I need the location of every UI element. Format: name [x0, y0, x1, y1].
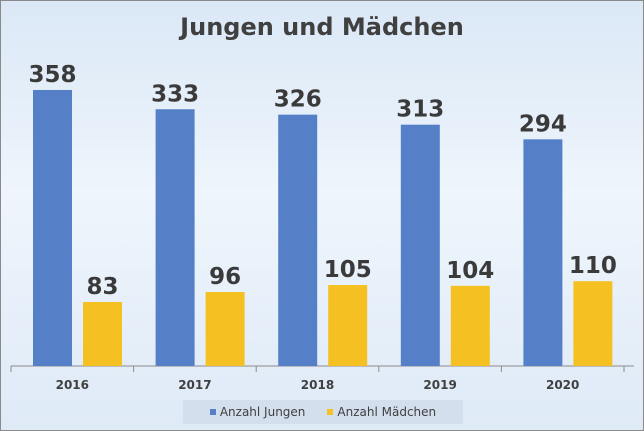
data-label-maedchen-2020: 110 [569, 253, 617, 279]
bar-jungen-2019 [400, 124, 440, 366]
legend-label-jungen: Anzahl Jungen [219, 405, 306, 419]
x-tick-label-2020: 2020 [546, 378, 579, 392]
data-label-jungen-2020: 294 [519, 111, 567, 137]
data-label-jungen-2017: 333 [151, 81, 199, 107]
legend: Anzahl Jungen Anzahl Mädchen [183, 400, 463, 424]
data-label-maedchen-2016: 83 [86, 274, 118, 300]
legend-swatch-jungen [209, 409, 216, 415]
data-label-jungen-2016: 358 [28, 62, 76, 88]
legend-item-jungen: Anzahl Jungen [209, 405, 306, 419]
legend-label-maedchen: Anzahl Mädchen [337, 405, 437, 419]
chart-title: Jungen und Mädchen [180, 13, 464, 41]
bar-jungen-2018 [278, 114, 318, 367]
data-label-maedchen-2018: 105 [324, 257, 372, 283]
bar-maedchen-2018 [328, 285, 368, 366]
data-label-maedchen-2017: 96 [209, 264, 241, 290]
bar-jungen-2020 [523, 139, 563, 366]
data-label-jungen-2018: 326 [274, 87, 322, 113]
bar-maedchen-2017 [205, 291, 245, 366]
x-tick-label-2017: 2017 [178, 378, 211, 392]
x-tick-label-2016: 2016 [56, 378, 89, 392]
data-label-maedchen-2019: 104 [446, 258, 494, 284]
bar-maedchen-2016 [83, 302, 122, 366]
legend-item-maedchen: Anzahl Mädchen [327, 405, 436, 419]
x-tick-label-2018: 2018 [301, 378, 334, 392]
bar-maedchen-2019 [450, 285, 490, 366]
bar-jungen-2017 [155, 109, 195, 366]
bar-jungen-2016 [33, 89, 72, 367]
bar-maedchen-2020 [573, 281, 613, 366]
legend-swatch-maedchen [327, 409, 334, 415]
data-label-jungen-2019: 313 [396, 97, 444, 123]
x-tick-label-2019: 2019 [423, 378, 456, 392]
